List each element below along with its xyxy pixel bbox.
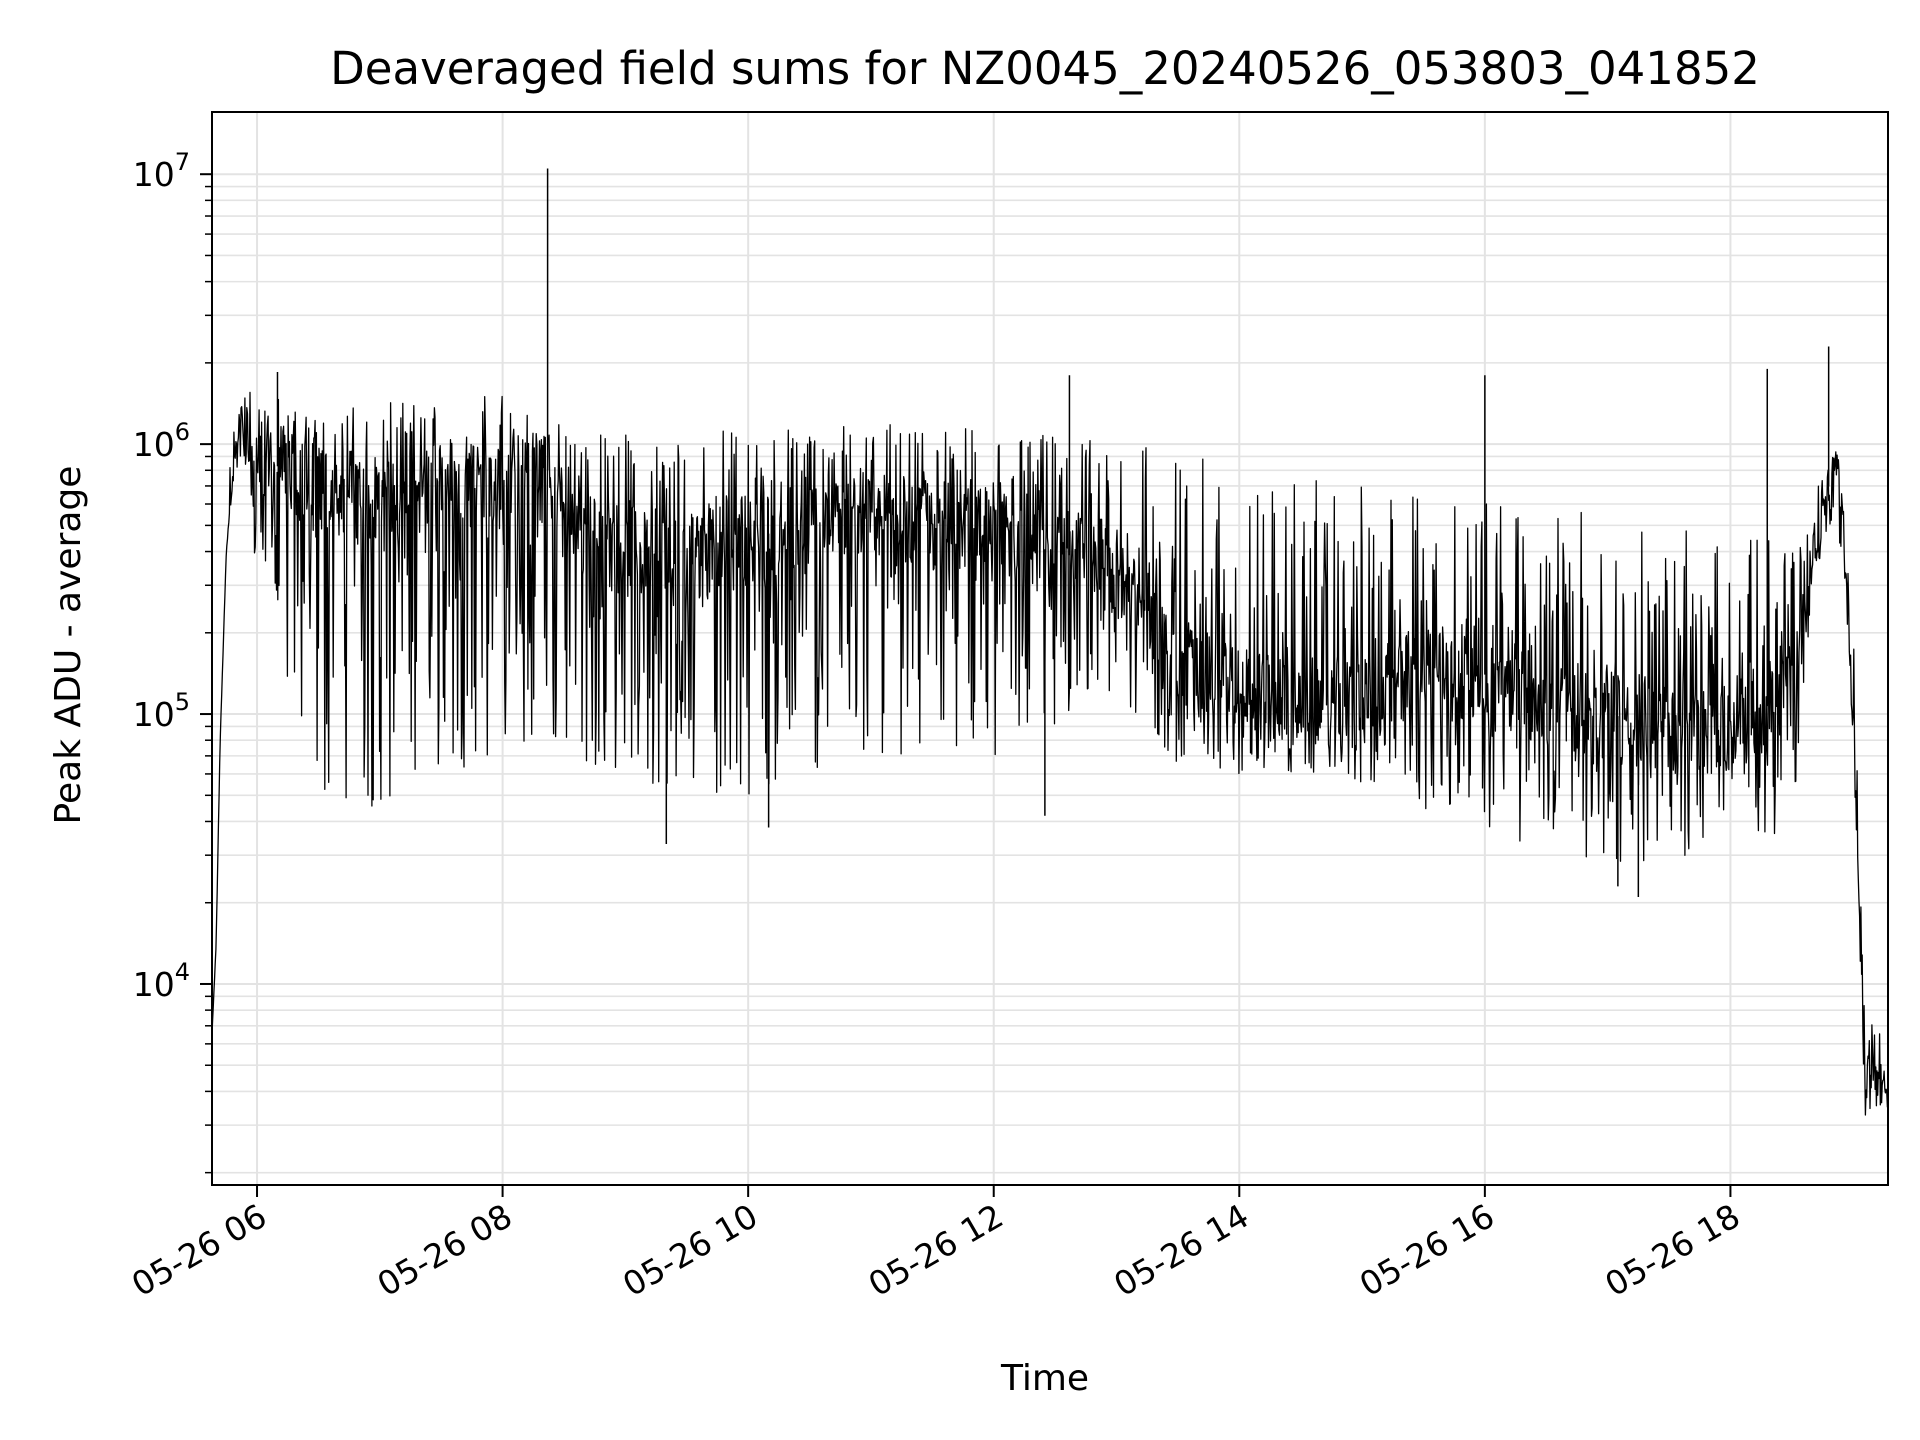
chart-title: Deaveraged field sums for NZ0045_2024052… [330,42,1760,95]
y-axis-label: Peak ADU - average [48,466,89,825]
y-tick-label: 105 [133,688,190,734]
y-tick-label: 106 [133,418,190,464]
series-trace [211,391,1889,1116]
x-tick-label: 05-26 12 [862,1196,1010,1304]
y-tick-label: 104 [133,958,190,1004]
x-tick-label: 05-26 08 [371,1196,519,1304]
x-tick-label: 05-26 10 [616,1196,764,1304]
y-tick-label: 107 [133,148,190,194]
x-tick-label: 05-26 06 [125,1196,273,1304]
x-tick-label: 05-26 16 [1353,1196,1501,1304]
series-line [211,168,1889,1116]
plot-area-frame [211,111,1889,1186]
x-axis-label: Time [1000,1358,1089,1399]
x-tick-label: 05-26 14 [1107,1196,1255,1304]
x-tick-label: 05-26 18 [1598,1196,1746,1304]
